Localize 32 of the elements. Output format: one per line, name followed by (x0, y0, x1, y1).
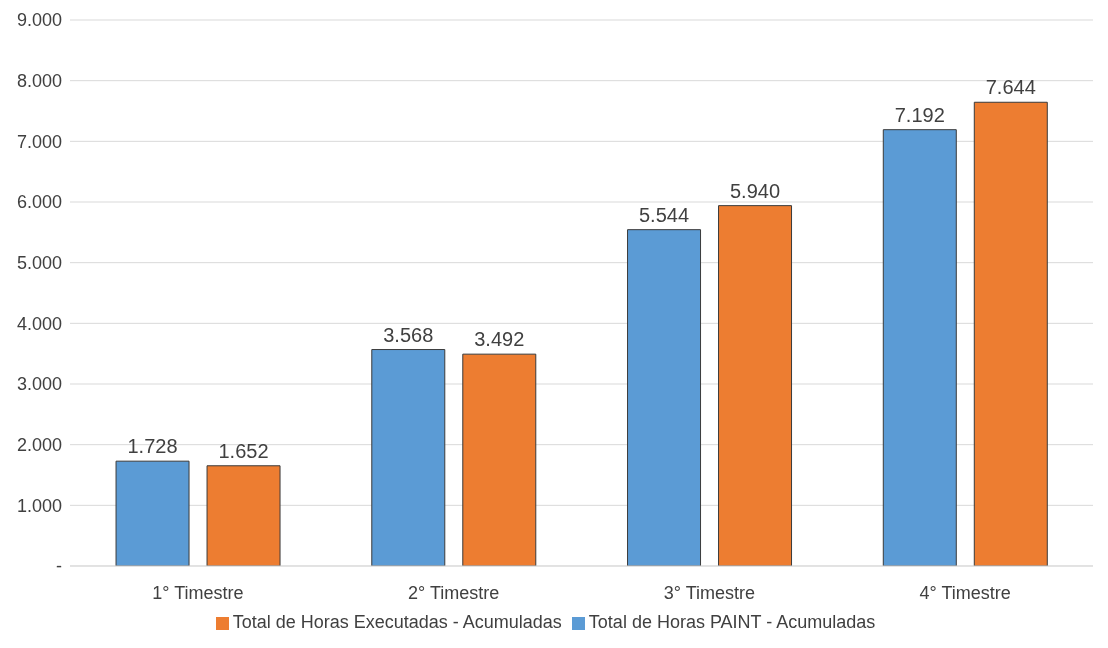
y-tick-label: 5.000 (16, 253, 62, 274)
y-tick-label: 3.000 (16, 374, 62, 395)
legend-label: Total de Horas PAINT - Acumuladas (588, 612, 876, 632)
x-tick-label: 1° Timestre (152, 582, 244, 603)
y-tick-label: 4.000 (16, 313, 62, 334)
data-label: 1.652 (218, 439, 269, 462)
bar (882, 129, 957, 566)
y-tick-label: 1.000 (16, 495, 62, 516)
legend-label: Total de Horas Executadas - Acumuladas (232, 612, 562, 632)
y-tick-label: 8.000 (16, 71, 62, 92)
y-tick-label: 6.000 (16, 192, 62, 213)
y-tick-label: 7.000 (16, 131, 62, 152)
data-label: 7.644 (985, 76, 1036, 99)
data-label: 7.192 (894, 103, 945, 126)
data-label: 3.492 (474, 328, 525, 351)
bar (627, 229, 702, 566)
data-label: 5.544 (639, 203, 690, 226)
y-tick-label: 2.000 (16, 435, 62, 456)
x-tick-label: 3° Timestre (663, 582, 755, 603)
bar (718, 205, 793, 566)
bar (973, 101, 1048, 566)
x-tick-label: 4° Timestre (919, 582, 1011, 603)
data-label: 3.568 (383, 323, 434, 346)
bar (371, 349, 446, 566)
bar (115, 460, 190, 566)
y-tick-label: - (56, 556, 62, 577)
data-label: 1.728 (127, 435, 178, 458)
data-label: 5.940 (730, 179, 781, 202)
x-tick-label: 2° Timestre (408, 582, 500, 603)
bar (206, 465, 281, 566)
y-tick-label: 9.000 (16, 10, 62, 31)
bar (462, 353, 537, 566)
